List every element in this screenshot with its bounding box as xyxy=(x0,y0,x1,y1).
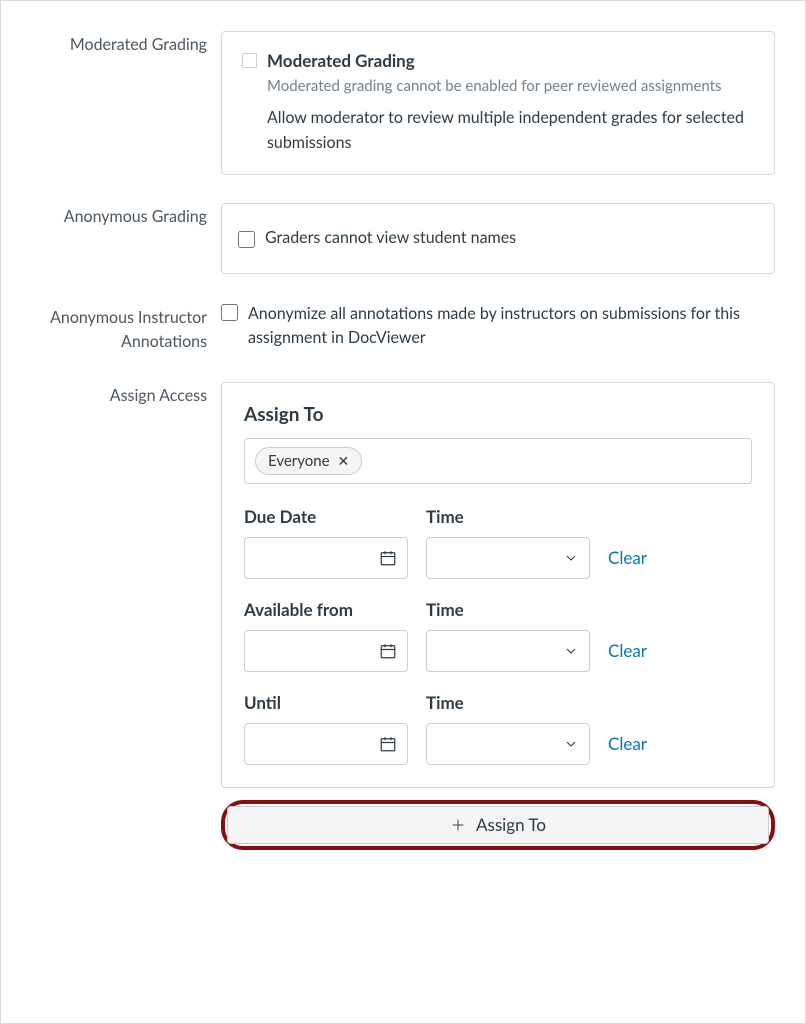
chevron-down-icon xyxy=(563,643,579,659)
settings-form: Moderated Grading Moderated Grading Mode… xyxy=(0,0,806,1024)
add-assign-to-label: Assign To xyxy=(476,814,546,835)
chevron-down-icon xyxy=(563,550,579,566)
until-time-heading: Time xyxy=(426,692,590,713)
highlight-ring: Assign To xyxy=(221,800,775,850)
due-clear-link[interactable]: Clear xyxy=(608,547,647,568)
anon-instructor-text: Anonymize all annotations made by instru… xyxy=(248,302,775,352)
calendar-icon xyxy=(379,549,397,567)
moderated-grading-title: Moderated Grading xyxy=(267,50,754,71)
anon-instructor-checkbox[interactable] xyxy=(221,304,238,321)
plus-icon xyxy=(450,817,466,833)
available-time-heading: Time xyxy=(426,599,590,620)
anonymous-grading-text: Graders cannot view student names xyxy=(265,226,516,251)
until-heading: Until xyxy=(244,692,408,713)
row-moderated-grading: Moderated Grading Moderated Grading Mode… xyxy=(31,31,775,175)
until-time-input[interactable] xyxy=(426,723,590,765)
moderated-grading-help: Moderated grading cannot be enabled for … xyxy=(267,75,754,98)
available-from-heading: Available from xyxy=(244,599,408,620)
close-icon[interactable]: ✕ xyxy=(338,454,350,468)
moderated-grading-checkbox xyxy=(242,53,257,68)
available-from-row: Available from Time Clear xyxy=(244,599,752,672)
anonymous-grading-box: Graders cannot view student names xyxy=(221,203,775,274)
due-date-heading: Due Date xyxy=(244,506,408,527)
assign-to-input[interactable]: Everyone ✕ xyxy=(244,438,752,484)
available-from-time-input[interactable] xyxy=(426,630,590,672)
row-assign-access: Assign Access Assign To Everyone ✕ Due D… xyxy=(31,382,775,850)
moderated-grading-desc: Allow moderator to review multiple indep… xyxy=(267,106,754,156)
until-date-input[interactable] xyxy=(244,723,408,765)
assign-card: Assign To Everyone ✕ Due Date Time xyxy=(221,382,775,788)
until-row: Until Time Clear xyxy=(244,692,752,765)
assign-to-pill[interactable]: Everyone ✕ xyxy=(255,447,362,475)
moderated-grading-box: Moderated Grading Moderated grading cann… xyxy=(221,31,775,175)
due-date-input[interactable] xyxy=(244,537,408,579)
until-clear-link[interactable]: Clear xyxy=(608,733,647,754)
calendar-icon xyxy=(379,642,397,660)
available-clear-link[interactable]: Clear xyxy=(608,640,647,661)
anonymous-grading-checkbox[interactable] xyxy=(238,231,255,248)
assign-to-heading: Assign To xyxy=(244,403,752,426)
due-time-heading: Time xyxy=(426,506,590,527)
label-moderated-grading: Moderated Grading xyxy=(31,31,221,175)
due-time-input[interactable] xyxy=(426,537,590,579)
assign-to-pill-label: Everyone xyxy=(268,452,330,470)
chevron-down-icon xyxy=(563,736,579,752)
label-anon-instructor: Anonymous Instructor Annotations xyxy=(31,302,221,354)
label-assign-access: Assign Access xyxy=(31,382,221,850)
label-anonymous-grading: Anonymous Grading xyxy=(31,203,221,274)
calendar-icon xyxy=(379,735,397,753)
row-anonymous-grading: Anonymous Grading Graders cannot view st… xyxy=(31,203,775,274)
available-from-date-input[interactable] xyxy=(244,630,408,672)
row-anon-instructor: Anonymous Instructor Annotations Anonymi… xyxy=(31,302,775,354)
due-date-row: Due Date Time Clear xyxy=(244,506,752,579)
add-assign-to-button[interactable]: Assign To xyxy=(227,806,769,844)
